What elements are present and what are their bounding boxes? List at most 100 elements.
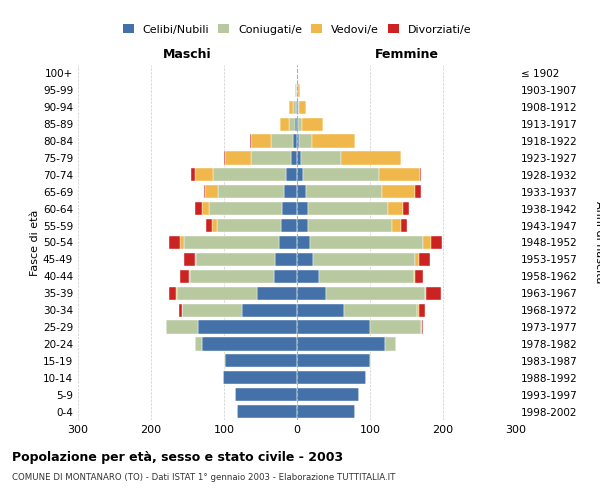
Bar: [344, 304, 418, 316]
Bar: [297, 202, 308, 215]
Bar: [205, 185, 218, 198]
Legend: Celibi/Nubili, Coniugati/e, Vedovi/e, Divorziati/e: Celibi/Nubili, Coniugati/e, Vedovi/e, Di…: [119, 21, 475, 38]
Bar: [297, 338, 385, 350]
Bar: [303, 168, 379, 181]
Y-axis label: Fasce di età: Fasce di età: [30, 210, 40, 276]
Bar: [297, 388, 359, 401]
Bar: [202, 338, 297, 350]
Bar: [274, 270, 297, 283]
Bar: [180, 236, 184, 249]
Bar: [297, 270, 319, 283]
Bar: [184, 236, 279, 249]
Bar: [212, 219, 217, 232]
Bar: [226, 152, 251, 164]
Bar: [242, 304, 297, 316]
Bar: [224, 354, 226, 368]
Text: Femmine: Femmine: [374, 48, 439, 62]
Bar: [199, 320, 297, 334]
Bar: [379, 168, 419, 181]
Bar: [182, 304, 242, 316]
Bar: [382, 185, 415, 198]
Bar: [297, 371, 367, 384]
Bar: [385, 338, 395, 350]
Bar: [291, 152, 297, 164]
Bar: [297, 84, 298, 97]
Bar: [281, 219, 297, 232]
Bar: [426, 286, 441, 300]
Bar: [209, 202, 283, 215]
Bar: [295, 84, 296, 97]
Bar: [275, 253, 297, 266]
Bar: [341, 152, 401, 164]
Bar: [302, 118, 323, 131]
Bar: [296, 100, 297, 114]
Bar: [415, 270, 422, 283]
Bar: [401, 219, 407, 232]
Bar: [297, 304, 344, 316]
Bar: [297, 286, 326, 300]
Bar: [310, 236, 423, 249]
Bar: [388, 202, 403, 215]
Bar: [326, 286, 425, 300]
Bar: [213, 168, 286, 181]
Bar: [289, 118, 295, 131]
Bar: [299, 134, 313, 147]
Bar: [414, 270, 415, 283]
Bar: [284, 185, 297, 198]
Bar: [169, 236, 180, 249]
Bar: [224, 152, 226, 164]
Bar: [279, 236, 297, 249]
Bar: [298, 100, 299, 114]
Text: Maschi: Maschi: [163, 48, 212, 62]
Bar: [418, 304, 419, 316]
Bar: [301, 152, 341, 164]
Text: COMUNE DI MONTANARO (TO) - Dati ISTAT 1° gennaio 2003 - Elaborazione TUTTITALIA.: COMUNE DI MONTANARO (TO) - Dati ISTAT 1°…: [12, 472, 395, 482]
Bar: [422, 320, 423, 334]
Bar: [297, 185, 306, 198]
Bar: [189, 270, 190, 283]
Bar: [419, 304, 425, 316]
Bar: [306, 185, 382, 198]
Bar: [179, 304, 182, 316]
Bar: [313, 134, 355, 147]
Bar: [415, 253, 419, 266]
Bar: [184, 253, 195, 266]
Bar: [195, 168, 213, 181]
Bar: [419, 168, 421, 181]
Bar: [423, 236, 431, 249]
Bar: [191, 168, 195, 181]
Bar: [297, 253, 313, 266]
Bar: [196, 253, 275, 266]
Bar: [195, 338, 202, 350]
Bar: [297, 405, 355, 418]
Bar: [392, 219, 401, 232]
Bar: [415, 185, 421, 198]
Bar: [297, 168, 303, 181]
Bar: [169, 286, 176, 300]
Bar: [370, 320, 421, 334]
Bar: [218, 185, 284, 198]
Bar: [251, 152, 291, 164]
Bar: [313, 253, 415, 266]
Bar: [403, 202, 409, 215]
Bar: [431, 236, 442, 249]
Bar: [425, 286, 426, 300]
Bar: [223, 371, 297, 384]
Bar: [203, 185, 205, 198]
Bar: [180, 270, 189, 283]
Bar: [226, 354, 297, 368]
Bar: [293, 100, 296, 114]
Bar: [250, 134, 251, 147]
Bar: [217, 219, 281, 232]
Bar: [297, 152, 301, 164]
Bar: [297, 236, 310, 249]
Bar: [298, 118, 302, 131]
Bar: [280, 118, 289, 131]
Bar: [237, 405, 297, 418]
Bar: [308, 202, 388, 215]
Bar: [370, 354, 371, 368]
Bar: [289, 100, 293, 114]
Bar: [297, 134, 299, 147]
Bar: [235, 388, 297, 401]
Bar: [297, 219, 308, 232]
